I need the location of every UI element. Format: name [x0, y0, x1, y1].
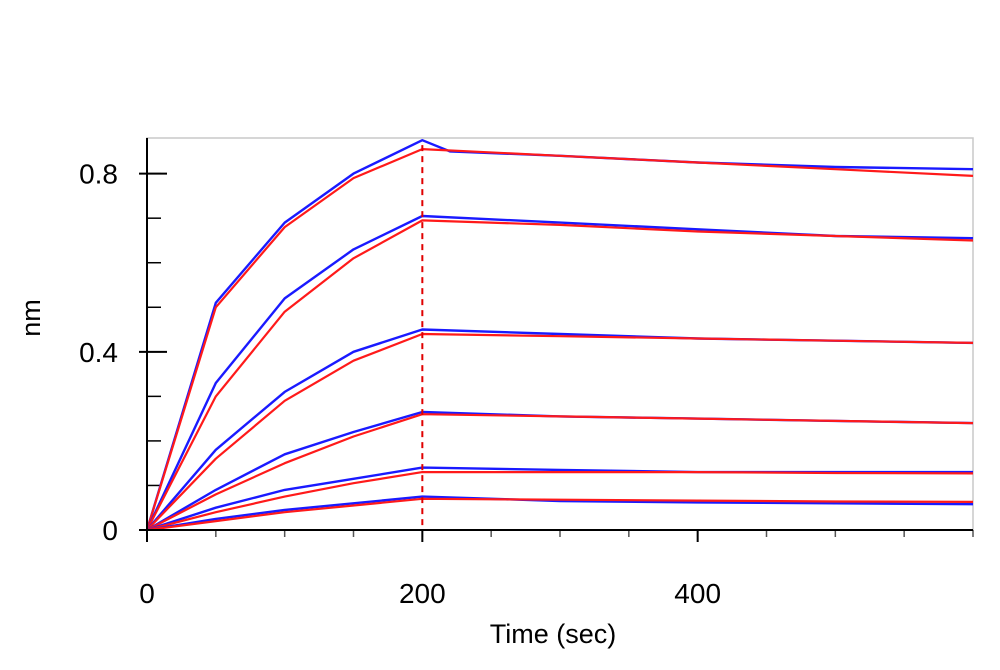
- y-tick-label: 0.4: [79, 337, 118, 368]
- x-tick-label: 400: [674, 578, 721, 609]
- y-axis-label: nm: [16, 299, 46, 337]
- x-axis-label: Time (sec): [490, 619, 617, 649]
- fit-curve-2: [146, 219, 974, 531]
- major-ticks: 0 200 400 0 0.4 0.8: [79, 159, 721, 609]
- x-tick-label: 200: [399, 578, 446, 609]
- y-tick-label: 0.8: [79, 159, 118, 190]
- fit-curve-5: [146, 471, 974, 532]
- measured-curve-6: [146, 495, 974, 532]
- x-tick-label: 0: [139, 578, 155, 609]
- y-tick-label: 0: [102, 515, 118, 546]
